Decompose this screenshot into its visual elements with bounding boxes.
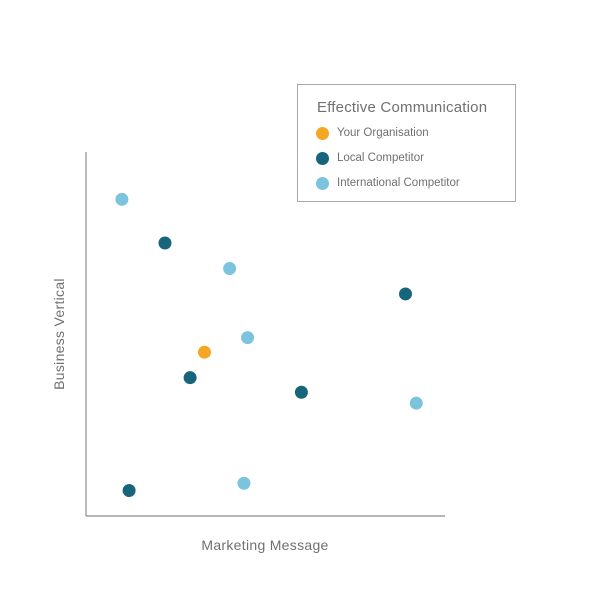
legend: Effective Communication Your Organisatio… (297, 84, 516, 202)
point-international-competitor-3 (241, 331, 255, 345)
legend-label-local-competitor: Local Competitor (337, 152, 424, 164)
point-local-competitor-4 (399, 287, 413, 301)
point-international-competitor-2 (223, 261, 237, 275)
point-local-competitor-5 (122, 484, 136, 498)
point-international-competitor-4 (409, 396, 423, 410)
point-local-competitor-2 (183, 371, 197, 385)
legend-item-local-competitor: Local Competitor (316, 150, 424, 166)
legend-dot-your-organisation (316, 126, 329, 140)
point-local-competitor-3 (294, 385, 308, 399)
legend-label-your-organisation: Your Organisation (337, 127, 429, 139)
data-points (115, 192, 423, 498)
legend-dot-international-competitor (316, 176, 329, 190)
legend-label-international-competitor: International Competitor (337, 177, 460, 189)
legend-title: Effective Communication (317, 99, 488, 116)
point-local-competitor-1 (158, 236, 172, 250)
point-international-competitor-5 (237, 476, 251, 490)
x-axis-label: Marketing Message (201, 537, 328, 553)
point-international-competitor-1 (115, 192, 129, 206)
legend-item-international-competitor: International Competitor (316, 175, 460, 191)
legend-dot-local-competitor (316, 151, 329, 165)
legend-item-your-organisation: Your Organisation (316, 125, 429, 141)
y-axis-label: Business Vertical (51, 278, 67, 390)
point-your-organisation-1 (197, 345, 211, 359)
